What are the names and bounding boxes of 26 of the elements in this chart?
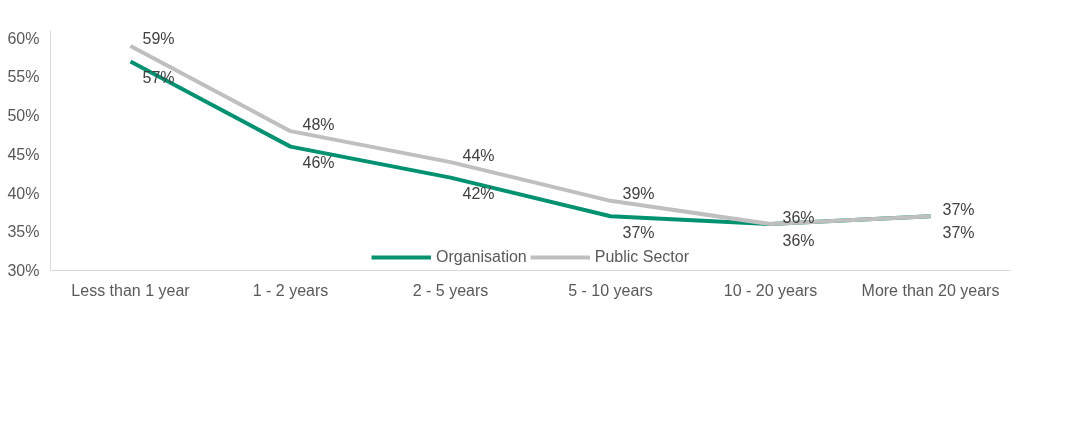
data-label: 37%	[942, 200, 975, 218]
y-tick-label: 40%	[7, 184, 40, 202]
data-label: 59%	[142, 30, 175, 48]
y-tick-label: 35%	[7, 223, 40, 241]
data-label: 36%	[782, 231, 815, 249]
data-label: 42%	[462, 185, 495, 203]
y-tick-label: 30%	[7, 262, 40, 279]
data-label: 39%	[622, 185, 655, 203]
data-label: 37%	[622, 223, 655, 241]
data-label: 36%	[782, 208, 815, 226]
x-tick-label: 2 - 5 years	[412, 281, 489, 299]
x-tick-label: 10 - 20 years	[723, 281, 818, 299]
data-label: 48%	[302, 115, 335, 133]
x-tick-label: More than 20 years	[861, 281, 1000, 299]
x-tick-label: 5 - 10 years	[568, 281, 653, 299]
legend-label: Public Sector	[594, 248, 689, 266]
y-tick-label: 45%	[7, 145, 40, 163]
data-label: 44%	[462, 146, 495, 164]
x-tick-label: Less than 1 year	[71, 281, 191, 299]
data-label: 46%	[302, 154, 335, 172]
data-label: 37%	[942, 223, 975, 241]
legend-label: Organisation	[436, 248, 527, 266]
y-tick-label: 55%	[7, 68, 40, 86]
x-tick-label: 1 - 2 years	[252, 281, 329, 299]
y-tick-label: 60%	[7, 29, 40, 47]
y-tick-label: 50%	[7, 107, 40, 125]
